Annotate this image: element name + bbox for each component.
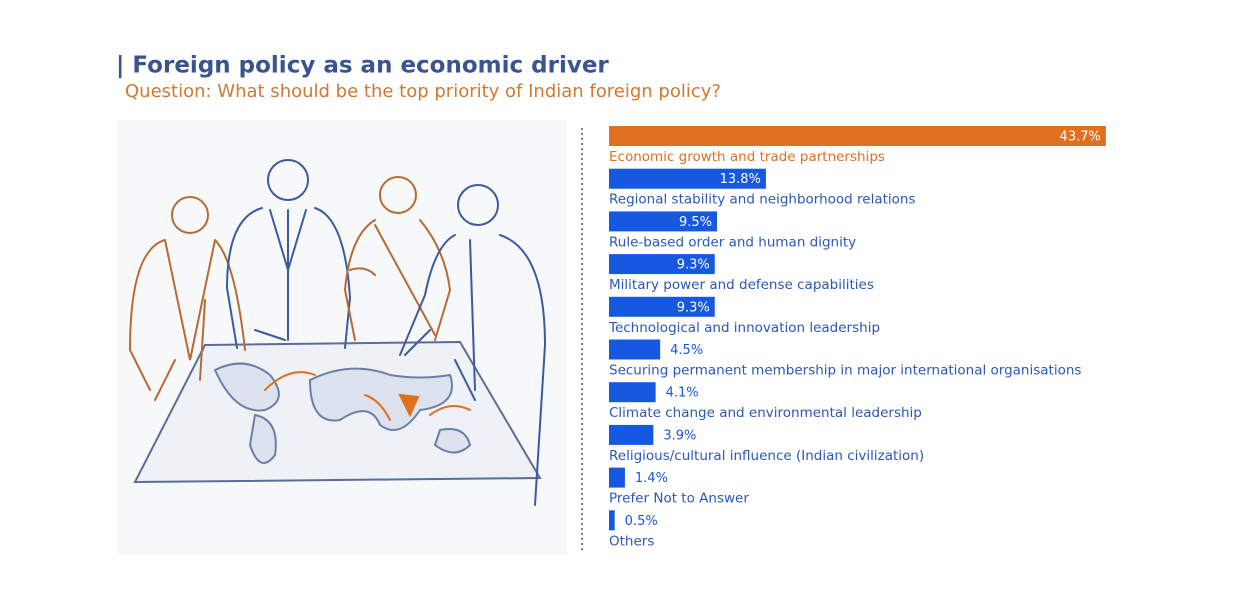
- value-label: 0.5%: [625, 514, 658, 529]
- category-label: Economic growth and trade partnerships: [609, 149, 885, 165]
- category-label: Others: [609, 533, 654, 549]
- category-label: Military power and defense capabilities: [609, 277, 874, 293]
- bar: [609, 168, 766, 189]
- category-label: Technological and innovation leadership: [608, 320, 880, 336]
- value-label: 43.7%: [1060, 130, 1101, 145]
- value-label: 4.1%: [666, 386, 699, 401]
- bar: [609, 467, 625, 488]
- category-label: Rule-based order and human dignity: [609, 234, 856, 250]
- bar: [609, 126, 1106, 146]
- value-label: 3.9%: [663, 428, 696, 443]
- bar: [609, 510, 615, 531]
- value-label: 1.4%: [635, 471, 668, 486]
- bar: [609, 254, 715, 275]
- bar: [609, 424, 654, 445]
- value-label: 9.3%: [677, 258, 710, 273]
- category-label: Regional stability and neighborhood rela…: [609, 192, 916, 208]
- value-label: 9.5%: [679, 215, 712, 230]
- chart-subtitle: Question: What should be the top priorit…: [125, 81, 721, 102]
- value-label: 13.8%: [720, 172, 761, 187]
- value-label: 4.5%: [670, 343, 703, 358]
- bar: [609, 339, 661, 360]
- chart-title: | Foreign policy as an economic driver: [116, 53, 609, 79]
- category-label: Prefer Not to Answer: [609, 491, 749, 507]
- category-label: Climate change and environmental leaders…: [609, 405, 922, 421]
- bar: [609, 211, 718, 232]
- category-label: Securing permanent membership in major i…: [609, 363, 1081, 379]
- illustration: [117, 120, 567, 555]
- category-label: Religious/cultural influence (Indian civ…: [609, 448, 924, 464]
- bar: [609, 296, 715, 317]
- bar: [609, 382, 656, 403]
- value-label: 9.3%: [677, 300, 710, 315]
